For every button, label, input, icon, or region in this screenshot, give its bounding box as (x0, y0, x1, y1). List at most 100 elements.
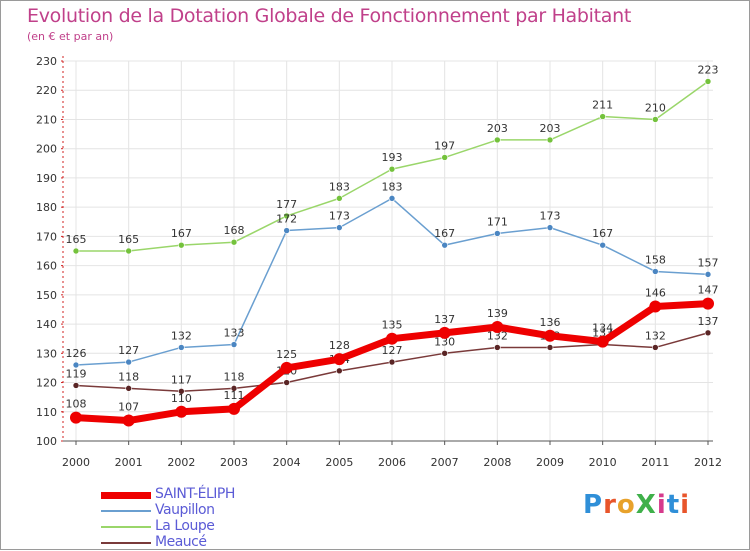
data-label: 130 (434, 335, 455, 348)
data-point (283, 379, 290, 386)
data-point (544, 329, 556, 342)
legend-swatch (101, 491, 151, 499)
data-point (546, 224, 554, 231)
data-point (72, 361, 80, 369)
data-label: 165 (118, 233, 139, 246)
x-tick-label: 2004 (273, 456, 301, 469)
data-point (704, 271, 712, 278)
data-label: 146 (645, 287, 666, 300)
data-point (336, 367, 343, 375)
data-label: 127 (382, 344, 403, 357)
data-point (546, 344, 554, 351)
data-label: 127 (118, 344, 139, 357)
y-tick-label: 190 (36, 172, 57, 185)
x-tick-label: 2000 (62, 456, 90, 469)
y-tick-label: 130 (36, 347, 57, 360)
x-tick-label: 2008 (483, 456, 511, 469)
data-point (280, 361, 293, 374)
data-point (125, 385, 132, 392)
data-label: 132 (171, 329, 192, 342)
x-tick-label: 2003 (220, 456, 248, 469)
x-tick-label: 2005 (325, 456, 353, 469)
data-label: 165 (66, 233, 87, 246)
data-label: 203 (540, 122, 561, 135)
data-point (125, 247, 132, 255)
data-label: 173 (329, 210, 350, 223)
data-point (388, 195, 396, 202)
y-tick-label: 200 (36, 143, 57, 156)
data-label: 135 (382, 319, 403, 332)
legend-label: La Loupe (155, 518, 215, 534)
data-label: 119 (66, 367, 87, 380)
data-label: 172 (276, 213, 297, 226)
data-label: 157 (698, 256, 719, 269)
proxiti-logo: ProXiti (583, 490, 691, 520)
data-label: 137 (434, 313, 455, 326)
legend-label: Meaucé (155, 534, 207, 550)
y-tick-label: 170 (36, 230, 57, 243)
x-tick-label: 2010 (589, 456, 617, 469)
data-point (599, 113, 606, 120)
data-point (494, 344, 501, 351)
y-tick-label: 120 (36, 377, 57, 390)
legend-swatch (101, 510, 151, 512)
data-point (230, 341, 238, 348)
y-tick-label: 180 (36, 201, 57, 214)
data-point (704, 78, 712, 85)
data-point (333, 353, 346, 366)
x-tick-label: 2001 (115, 456, 143, 469)
data-point (178, 388, 185, 395)
y-tick-label: 230 (36, 55, 57, 68)
data-point (70, 411, 82, 424)
data-point (652, 268, 659, 275)
data-point (438, 326, 451, 339)
data-label: 133 (224, 327, 245, 340)
data-label: 171 (487, 215, 508, 228)
data-point (72, 382, 80, 389)
data-label: 173 (540, 210, 561, 223)
y-tick-label: 150 (36, 289, 57, 302)
data-point (649, 300, 662, 313)
data-label: 132 (487, 329, 508, 342)
data-point (704, 329, 712, 337)
legend-swatch (101, 526, 151, 528)
data-point (388, 165, 396, 173)
data-point (441, 241, 448, 249)
data-label: 108 (66, 398, 87, 411)
legend-label: Vaupillon (155, 502, 215, 518)
chart-subtitle: (en € et par an) (27, 30, 114, 43)
y-tick-label: 110 (36, 406, 57, 419)
data-point (388, 358, 396, 366)
data-label: 193 (382, 151, 403, 164)
data-label: 147 (698, 284, 719, 297)
data-label: 168 (224, 224, 245, 237)
data-label: 118 (118, 370, 139, 383)
data-point (386, 332, 398, 345)
data-point (336, 224, 343, 231)
data-label: 167 (434, 227, 455, 240)
data-point (599, 241, 606, 249)
data-label: 126 (66, 347, 87, 360)
data-point (283, 227, 290, 234)
data-point (702, 297, 714, 310)
data-label: 136 (540, 316, 561, 329)
data-label: 211 (592, 99, 613, 112)
data-label: 139 (487, 307, 508, 320)
data-point (491, 321, 504, 333)
data-point (230, 385, 238, 392)
data-point (283, 212, 290, 220)
data-label: 111 (224, 389, 245, 402)
data-label: 197 (434, 139, 455, 152)
data-label: 137 (698, 315, 719, 328)
data-point (230, 238, 238, 246)
data-point (336, 195, 343, 202)
data-label: 210 (645, 101, 666, 114)
data-point (441, 154, 448, 161)
data-label: 203 (487, 122, 508, 135)
legend-label: SAINT-ÉLIPH (155, 486, 235, 502)
data-label: 183 (382, 180, 403, 193)
data-label: 125 (276, 348, 297, 361)
y-tick-label: 100 (36, 435, 57, 448)
data-label: 223 (698, 63, 719, 76)
